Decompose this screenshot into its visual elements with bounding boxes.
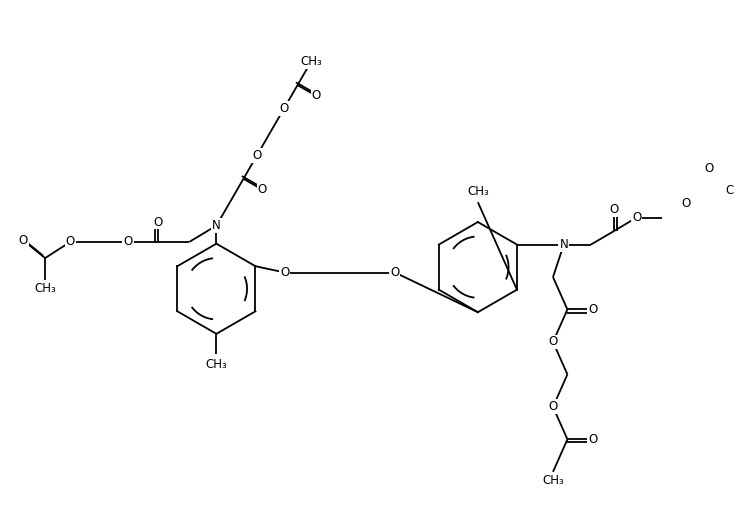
Text: O: O	[704, 162, 713, 175]
Text: CH₃: CH₃	[206, 358, 228, 371]
Text: CH₃: CH₃	[467, 185, 489, 198]
Text: O: O	[19, 234, 28, 247]
Text: O: O	[390, 266, 399, 279]
Text: CH₃: CH₃	[300, 55, 322, 68]
Text: O: O	[588, 303, 597, 316]
Text: O: O	[66, 235, 75, 248]
Text: CH₃: CH₃	[34, 282, 56, 295]
Text: O: O	[258, 183, 267, 196]
Text: O: O	[548, 336, 558, 349]
Text: O: O	[153, 215, 162, 228]
Text: O: O	[280, 102, 288, 115]
Text: O: O	[609, 203, 619, 216]
Text: N: N	[212, 219, 221, 232]
Text: CH₃: CH₃	[542, 474, 564, 487]
Text: O: O	[548, 400, 558, 413]
Text: O: O	[123, 235, 133, 248]
Text: O: O	[588, 433, 597, 446]
Text: O: O	[280, 266, 289, 279]
Text: O: O	[312, 90, 321, 103]
Text: N: N	[559, 238, 568, 251]
Text: O: O	[632, 211, 642, 224]
Text: O: O	[682, 197, 691, 210]
Text: O: O	[252, 149, 261, 162]
Text: CH₃: CH₃	[725, 184, 734, 197]
